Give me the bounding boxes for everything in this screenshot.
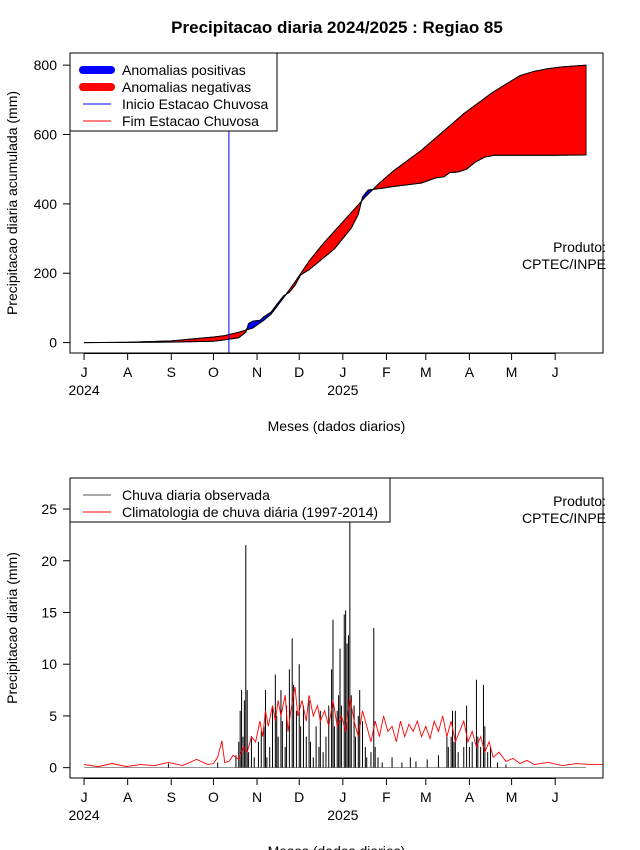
y-axis-title: Precipitacao diaria acumulada (mm) [4, 91, 20, 315]
legend-label: Climatologia de chuva diária (1997-2014) [122, 504, 378, 520]
plot-frame [69, 52, 604, 354]
x-tick-label: M [420, 789, 432, 805]
daily-panel: 0510152025JASONDJFMAMJ20242025Meses (dad… [4, 477, 606, 850]
y-tick-label: 10 [41, 656, 57, 672]
x-tick-label: J [81, 789, 88, 805]
y-tick-label: 400 [34, 196, 58, 212]
legend-label: Inicio Estacao Chuvosa [122, 96, 269, 112]
x-tick-label: J [339, 789, 346, 805]
observed-cumulative-line [84, 154, 587, 344]
year-label: 2025 [327, 382, 358, 398]
x-tick-label: M [506, 364, 518, 380]
x-axis-title: Meses (dados diarios) [268, 843, 406, 850]
x-tick-label: M [420, 364, 432, 380]
y-axis-title: Precipitacao diaria (mm) [4, 552, 20, 704]
climatology-daily-line [83, 686, 603, 768]
product-credit-line: Produto: [553, 239, 606, 255]
y-tick-label: 600 [34, 127, 58, 143]
chart-title: Precipitacao diaria 2024/2025 : Regiao 8… [171, 18, 503, 37]
x-axis-title: Meses (dados diarios) [268, 418, 406, 434]
x-tick-label: A [123, 789, 133, 805]
x-tick-label: O [208, 789, 219, 805]
legend-label: Anomalias positivas [122, 62, 246, 78]
x-tick-label: J [339, 364, 346, 380]
negative-anomaly-area [371, 64, 587, 191]
x-tick-label: F [382, 789, 391, 805]
plot-area [84, 53, 587, 353]
legend-label: Chuva diaria observada [122, 487, 270, 503]
y-tick-label: 0 [49, 760, 57, 776]
product-credit-line: CPTEC/INPE [522, 256, 606, 272]
x-tick-label: A [465, 789, 475, 805]
x-tick-label: J [552, 364, 559, 380]
legend-label: Anomalias negativas [122, 79, 251, 95]
x-tick-label: O [208, 364, 219, 380]
x-tick-label: M [506, 789, 518, 805]
positive-anomaly-area [245, 294, 286, 333]
legend-label: Fim Estacao Chuvosa [122, 113, 259, 129]
x-tick-label: A [123, 364, 133, 380]
x-tick-label: S [167, 364, 176, 380]
y-tick-label: 15 [41, 604, 57, 620]
year-label: 2024 [68, 382, 99, 398]
year-label: 2025 [327, 807, 358, 823]
x-tick-label: F [382, 364, 391, 380]
y-tick-label: 0 [49, 335, 57, 351]
y-tick-label: 200 [34, 265, 58, 281]
product-credit-line: Produto: [553, 493, 606, 509]
y-tick-label: 20 [41, 553, 57, 569]
y-tick-label: 5 [49, 708, 57, 724]
x-tick-label: S [167, 789, 176, 805]
cumulative-panel: 0 200 400 600 800 J A S O N D J F M A M J 2024 2025 Meses (… [4, 52, 606, 434]
legend-box [69, 477, 391, 523]
x-tick-label: N [252, 364, 262, 380]
climatology-cumulative-line [84, 64, 587, 344]
x-tick-label: N [252, 789, 262, 805]
x-tick-label: D [294, 364, 304, 380]
y-tick-label: 25 [41, 501, 57, 517]
product-credit-line: CPTEC/INPE [522, 510, 606, 526]
x-tick-label: J [81, 364, 88, 380]
year-label: 2024 [68, 807, 99, 823]
x-tick-label: J [552, 789, 559, 805]
plot-area [83, 493, 603, 768]
x-tick-label: D [294, 789, 304, 805]
x-tick-label: A [465, 364, 475, 380]
y-tick-label: 800 [34, 57, 58, 73]
